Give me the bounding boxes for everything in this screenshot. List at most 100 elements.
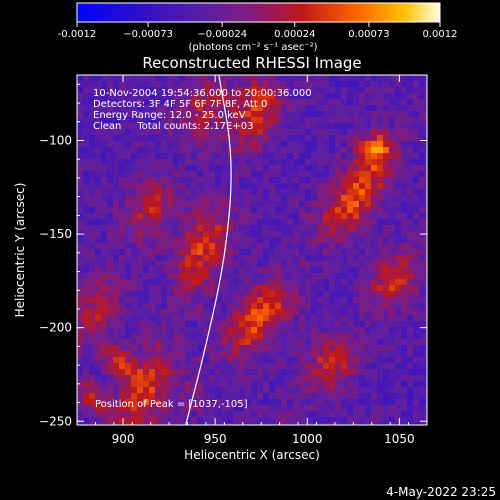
heatmap-cell [179,411,185,417]
heatmap-cell [359,219,365,225]
heatmap-cell [383,285,389,291]
heatmap-cell [155,321,161,327]
heatmap-cell [311,405,317,411]
heatmap-cell [143,363,149,369]
heatmap-cell [203,387,209,393]
heatmap-cell [371,129,377,135]
heatmap-cell [293,159,299,165]
heatmap-cell [407,381,413,387]
heatmap-cell [257,381,263,387]
heatmap-cell [221,363,227,369]
heatmap-cell [107,339,113,345]
heatmap-cell [77,405,83,411]
heatmap-cell [161,417,167,423]
heatmap-cell [257,417,263,423]
heatmap-cell [359,105,365,111]
heatmap-cell [161,393,167,399]
heatmap-cell [341,273,347,279]
heatmap-cell [221,321,227,327]
heatmap-cell [329,183,335,189]
heatmap-cell [83,375,89,381]
heatmap-cell [317,387,323,393]
heatmap-cell [173,123,179,129]
heatmap-cell [257,135,263,141]
heatmap-cell [149,153,155,159]
heatmap-cell [83,417,89,423]
heatmap-cell [155,153,161,159]
heatmap-cell [95,171,101,177]
heatmap-cell [395,159,401,165]
heatmap-cell [245,141,251,147]
heatmap-cell [203,255,209,261]
heatmap-cell [341,117,347,123]
heatmap-cell [131,117,137,123]
heatmap-cell [425,153,427,159]
heatmap-cell [119,393,125,399]
heatmap-cell [233,405,239,411]
heatmap-cell [383,153,389,159]
heatmap-cell [185,345,191,351]
heatmap-cell [83,141,89,147]
heatmap-cell [317,249,323,255]
heatmap-cell [77,105,83,111]
heatmap-cell [377,357,383,363]
heatmap-cell [233,339,239,345]
heatmap-cell [263,405,269,411]
heatmap-cell [119,321,125,327]
heatmap-cell [179,285,185,291]
heatmap-cell [77,141,83,147]
heatmap-cell [257,375,263,381]
heatmap-cell [101,375,107,381]
heatmap-cell [401,141,407,147]
heatmap-cell [239,153,245,159]
heatmap-cell [107,171,113,177]
heatmap-cell [305,303,311,309]
heatmap-cell [77,129,83,135]
heatmap-cell [125,249,131,255]
heatmap-cell [113,219,119,225]
heatmap-cell [275,123,281,129]
heatmap-cell [413,327,419,333]
heatmap-cell [329,255,335,261]
heatmap-cell [317,183,323,189]
heatmap-cell [383,111,389,117]
heatmap-cell [239,99,245,105]
heatmap-cell [113,255,119,261]
heatmap-cell [143,135,149,141]
heatmap-cell [305,339,311,345]
heatmap-cell [185,243,191,249]
heatmap-cell [137,81,143,87]
heatmap-cell [341,381,347,387]
heatmap-cell [251,117,257,123]
heatmap-cell [119,249,125,255]
heatmap-cell [167,243,173,249]
heatmap-cell [353,309,359,315]
heatmap-cell [101,315,107,321]
heatmap-cell [245,351,251,357]
heatmap-cell [239,171,245,177]
heatmap-cell [329,393,335,399]
heatmap-cell [389,297,395,303]
heatmap-cell [359,309,365,315]
heatmap-cell [311,81,317,87]
heatmap-cell [281,213,287,219]
heatmap-cell [359,327,365,333]
heatmap-cell [269,405,275,411]
heatmap-cell [293,225,299,231]
heatmap-cell [119,381,125,387]
heatmap-cell [179,339,185,345]
heatmap-cell [233,177,239,183]
heatmap-cell [269,183,275,189]
heatmap-cell [119,195,125,201]
heatmap-cell [155,93,161,99]
heatmap-cell [299,369,305,375]
heatmap-cell [401,399,407,405]
heatmap-cell [359,291,365,297]
heatmap-cell [311,93,317,99]
heatmap-cell [353,231,359,237]
heatmap-cell [107,195,113,201]
heatmap-cell [119,231,125,237]
heatmap-cell [347,315,353,321]
heatmap-cell [251,147,257,153]
heatmap-cell [341,417,347,423]
